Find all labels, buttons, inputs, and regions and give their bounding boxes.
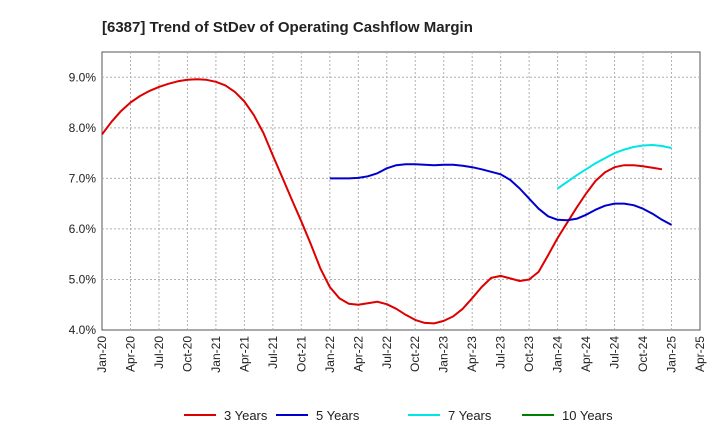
x-tick-label: Apr-23 — [465, 336, 479, 372]
x-tick-label: Apr-21 — [237, 336, 251, 372]
x-tick-label: Apr-25 — [693, 336, 707, 372]
series-line-5-years — [329, 163, 672, 226]
x-tick-label: Oct-22 — [408, 336, 422, 372]
series-line-7-years — [557, 144, 672, 190]
x-tick-label: Oct-23 — [522, 336, 536, 372]
x-tick-label: Oct-24 — [636, 336, 650, 372]
y-tick-label: 9.0% — [69, 70, 97, 84]
x-tick-label: Jan-20 — [95, 336, 109, 373]
x-tick-label: Jul-23 — [494, 336, 508, 369]
x-tick-label: Jul-20 — [152, 336, 166, 369]
x-tick-label: Jul-24 — [608, 336, 622, 369]
x-tick-label: Jan-24 — [551, 336, 565, 373]
x-tick-label: Oct-20 — [180, 336, 194, 372]
chart-title: [6387] Trend of StDev of Operating Cashf… — [102, 19, 473, 36]
x-tick-label: Jan-25 — [665, 336, 679, 373]
series-lines — [101, 78, 672, 325]
x-tick-label: Jan-21 — [209, 336, 223, 373]
x-axis: Jan-20 Apr-20 Jul-20 Oct-20 Jan-21 Apr-21 Jul-… — [95, 336, 707, 373]
x-tick-label: Jul-22 — [380, 336, 394, 369]
legend-label: 5 Years — [316, 408, 360, 423]
plot-area — [101, 51, 701, 331]
x-tick-label: Jan-22 — [323, 336, 337, 373]
legend-label: 7 Years — [448, 408, 492, 423]
y-tick-label: 4.0% — [69, 323, 97, 337]
legend: 3 Years 5 Years 7 Years 10 Years — [184, 408, 613, 423]
x-tick-label: Jul-21 — [266, 336, 280, 369]
y-tick-label: 8.0% — [69, 121, 97, 135]
legend-label: 3 Years — [224, 408, 268, 423]
x-tick-label: Apr-22 — [351, 336, 365, 372]
y-tick-label: 5.0% — [69, 272, 97, 286]
y-axis: 4.0% 5.0% 6.0% 7.0% 8.0% 9.0% — [69, 70, 97, 337]
legend-label: 10 Years — [562, 408, 613, 423]
x-tick-label: Apr-24 — [579, 336, 593, 372]
y-tick-label: 6.0% — [69, 222, 97, 236]
x-tick-label: Apr-20 — [123, 336, 137, 372]
x-tick-label: Oct-21 — [294, 336, 308, 372]
x-tick-label: Jan-23 — [437, 336, 451, 373]
y-tick-label: 7.0% — [69, 171, 97, 185]
